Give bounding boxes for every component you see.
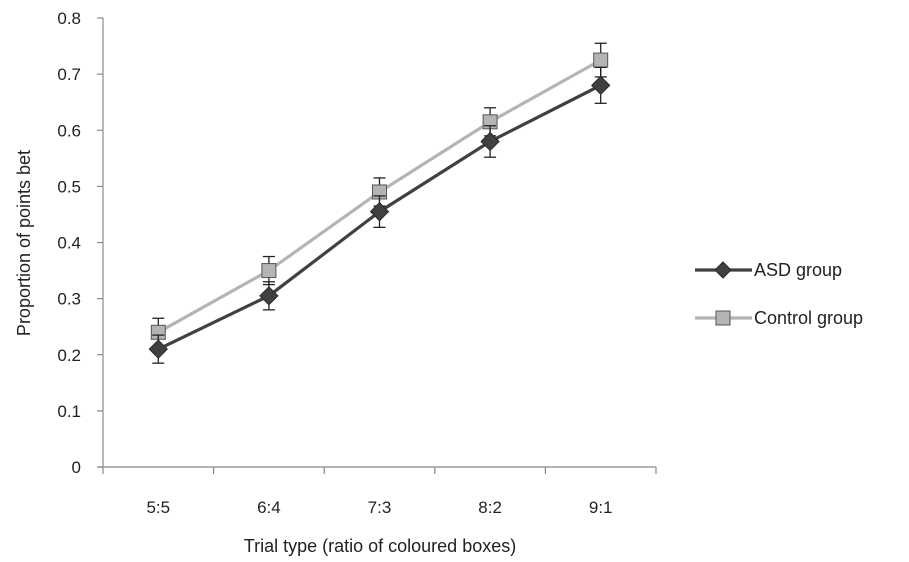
- legend-label: ASD group: [754, 260, 842, 280]
- x-tick-label: 6:4: [257, 498, 281, 517]
- y-tick-label: 0.1: [57, 402, 81, 421]
- data-point: [259, 286, 279, 306]
- data-point: [593, 52, 609, 68]
- x-tick-label: 7:3: [368, 498, 392, 517]
- series-control-group: [150, 42, 609, 347]
- data-point: [480, 131, 500, 152]
- y-tick-label: 0.5: [57, 177, 81, 196]
- data-point: [590, 75, 611, 96]
- y-tick-label: 0.3: [57, 290, 81, 309]
- x-tick-label: 8:2: [478, 498, 502, 517]
- x-axis-title: Trial type (ratio of coloured boxes): [244, 536, 516, 556]
- y-tick-label: 0: [72, 458, 81, 477]
- legend-item: ASD group: [695, 260, 842, 280]
- y-tick-label: 0.4: [57, 234, 81, 253]
- series-layer: [148, 42, 611, 364]
- y-axis-title: Proportion of points bet: [14, 150, 34, 336]
- data-point: [148, 339, 169, 359]
- legend-marker: [715, 310, 731, 326]
- data-point: [369, 201, 390, 222]
- x-tick-label: 9:1: [589, 498, 613, 517]
- y-tick-label: 0.8: [57, 9, 81, 28]
- legend-marker: [714, 261, 732, 279]
- series-asd-group: [148, 66, 611, 364]
- x-tick-label: 5:5: [146, 498, 170, 517]
- legend-item: Control group: [695, 308, 863, 328]
- y-tick-label: 0.7: [57, 65, 81, 84]
- legend-label: Control group: [754, 308, 863, 328]
- y-tick-label: 0.2: [57, 346, 81, 365]
- data-point: [261, 263, 277, 279]
- y-tick-labels: 0 0.1 0.2 0.3 0.4 0.5 0.6 0.7 0.8: [57, 9, 81, 477]
- y-tick-label: 0.6: [57, 121, 81, 140]
- x-tick-labels: 5:5 6:4 7:3 8:2 9:1: [146, 498, 612, 517]
- legend: ASD group Control group: [695, 260, 863, 328]
- axes: [97, 17, 657, 474]
